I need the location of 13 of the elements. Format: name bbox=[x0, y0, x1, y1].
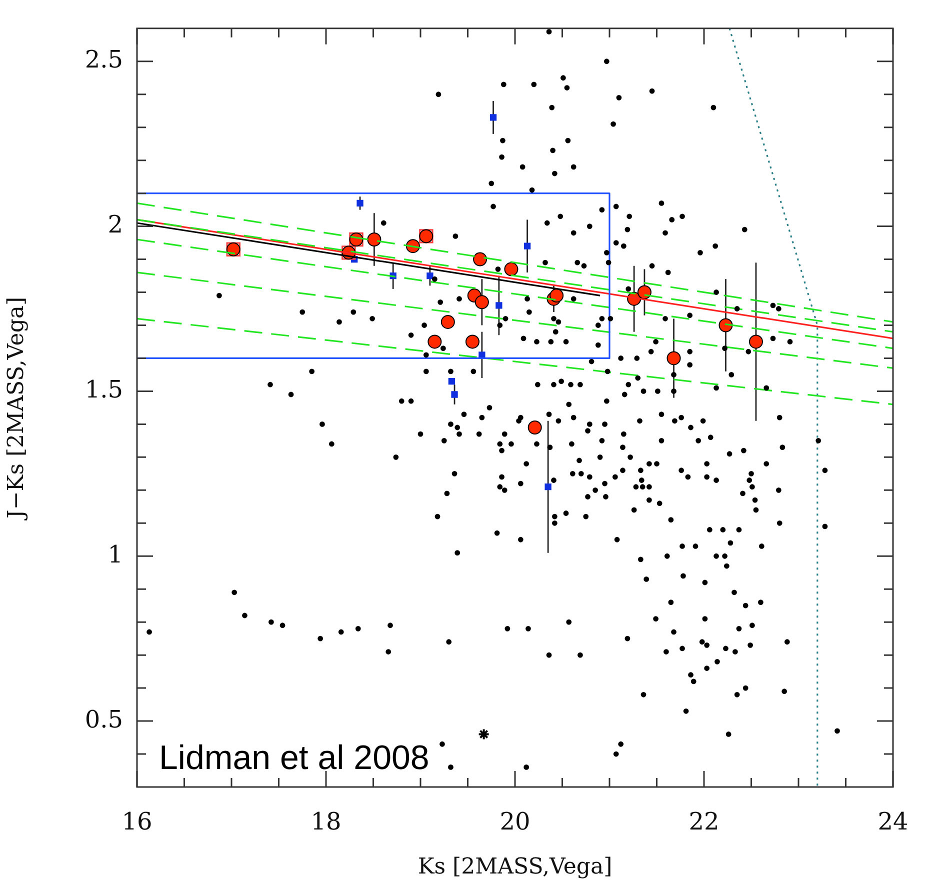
x-tick-label: 16 bbox=[122, 808, 152, 836]
y-tick-label: 0.5 bbox=[84, 705, 123, 734]
x-tick-label: 24 bbox=[878, 808, 908, 836]
x-axis-title: Ks [2MASS,Vega] bbox=[418, 854, 612, 880]
annotation: Lidman et al 2008 bbox=[159, 739, 430, 777]
y-tick-label: 1 bbox=[108, 540, 123, 568]
x-tick-label: 18 bbox=[310, 808, 342, 836]
y-tick-label: 1.5 bbox=[84, 375, 123, 404]
y-axis-title: J−Ks [2MASS,Vega] bbox=[4, 296, 29, 521]
x-tick-label: 22 bbox=[688, 808, 720, 836]
y-tick-label: 2 bbox=[108, 210, 123, 239]
x-tick-label: 20 bbox=[500, 808, 530, 836]
y-tick-label: 2.5 bbox=[84, 46, 123, 74]
